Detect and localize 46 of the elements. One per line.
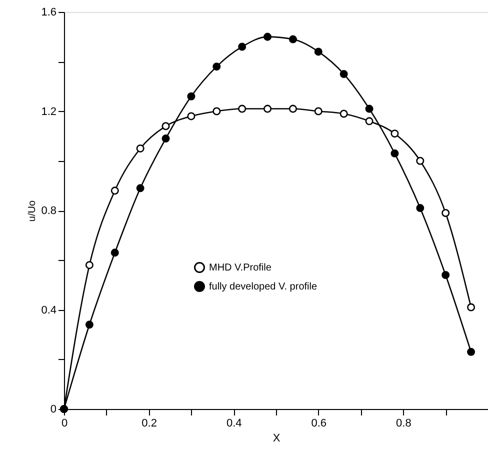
point — [314, 48, 322, 56]
point — [288, 104, 297, 113]
point — [110, 186, 119, 195]
point — [212, 107, 221, 116]
point — [187, 92, 196, 100]
y-axis-title: u/Uo — [27, 200, 38, 222]
point — [288, 35, 297, 44]
x-axis-title: X — [272, 432, 281, 444]
point — [110, 248, 119, 257]
point — [467, 303, 476, 312]
x-tick-label: 0.2 — [142, 418, 157, 430]
legend-label: fully developed V. profile — [209, 282, 318, 292]
x-tick-label: 0.8 — [396, 418, 412, 430]
point — [416, 156, 424, 165]
point — [85, 261, 94, 270]
point — [314, 107, 322, 116]
y-tick-label: 1.2 — [41, 106, 56, 118]
y-tick-label: 0.4 — [41, 304, 56, 316]
point — [162, 134, 170, 143]
point — [340, 110, 348, 118]
point — [212, 62, 221, 71]
point — [85, 320, 94, 329]
point — [365, 104, 374, 113]
point — [187, 112, 196, 120]
point — [162, 122, 170, 130]
point — [238, 104, 246, 113]
x-tick-label: 0 — [61, 418, 68, 430]
point — [442, 271, 450, 280]
point — [340, 70, 348, 78]
point — [136, 184, 144, 192]
point — [365, 117, 374, 126]
point — [467, 348, 476, 356]
point — [238, 42, 246, 51]
point — [264, 104, 272, 113]
point — [264, 32, 272, 41]
y-tick-label: 1.6 — [41, 6, 56, 18]
point — [136, 144, 144, 152]
x-tick-label: 0.4 — [226, 418, 242, 430]
legend-label: MHD V.Profile — [209, 262, 272, 274]
point — [416, 204, 424, 212]
y-tick-label: 0 — [50, 404, 56, 416]
point — [390, 130, 399, 138]
y-tick-label: 0.8 — [41, 205, 56, 217]
point — [442, 208, 450, 217]
x-tick-label: 0.6 — [311, 418, 327, 430]
point — [390, 149, 399, 158]
